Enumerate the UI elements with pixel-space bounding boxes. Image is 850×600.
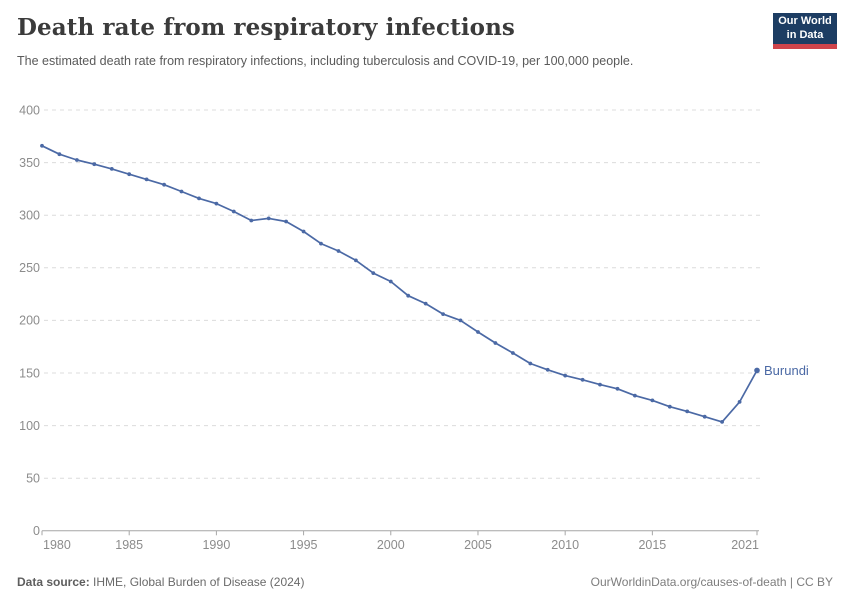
data-point — [354, 258, 358, 263]
data-point — [197, 196, 201, 201]
data-point — [40, 143, 44, 148]
x-tick-label: 1980 — [43, 538, 71, 552]
x-tick-label: 2005 — [464, 538, 492, 552]
data-point — [179, 189, 184, 194]
chart-footer: Data source: IHME, Global Burden of Dise… — [17, 575, 833, 589]
data-source-label: Data source: — [17, 575, 90, 589]
data-point — [511, 351, 515, 355]
data-point — [231, 209, 236, 214]
x-tick-label: 2015 — [638, 538, 666, 552]
y-tick-label: 50 — [26, 472, 40, 486]
data-point — [528, 361, 533, 366]
data-point — [754, 367, 760, 374]
y-tick-label: 200 — [19, 314, 40, 328]
y-tick-label: 300 — [19, 209, 40, 223]
data-point — [598, 382, 602, 387]
data-point — [685, 409, 690, 414]
data-source-text: IHME, Global Burden of Disease (2024) — [89, 575, 305, 589]
data-point — [249, 218, 254, 223]
data-point — [388, 279, 393, 284]
y-tick-label: 0 — [33, 524, 40, 538]
x-tick-label: 2021 — [731, 538, 759, 552]
data-point — [162, 182, 167, 187]
data-point — [667, 404, 672, 409]
x-tick-label: 2000 — [377, 538, 405, 552]
x-tick-label: 2010 — [551, 538, 579, 552]
page-title: Death rate from respiratory infections — [17, 14, 515, 41]
data-point — [266, 216, 271, 221]
y-tick-label: 150 — [19, 366, 40, 380]
series-end-label: Burundi — [764, 363, 809, 378]
data-point — [476, 330, 480, 334]
data-point — [737, 400, 742, 404]
data-source: Data source: IHME, Global Burden of Dise… — [17, 575, 304, 589]
data-point — [580, 377, 585, 382]
y-tick-label: 350 — [19, 156, 40, 170]
data-point — [319, 241, 323, 246]
data-point — [284, 219, 288, 224]
y-tick-label: 100 — [19, 419, 40, 433]
x-tick-label: 1990 — [202, 538, 230, 552]
data-point — [301, 229, 306, 234]
y-tick-label: 250 — [19, 261, 40, 275]
data-point — [423, 301, 428, 306]
data-point — [371, 271, 376, 275]
data-point — [720, 420, 724, 424]
data-point — [406, 293, 411, 298]
owid-logo-line1: Our World — [778, 15, 832, 28]
data-point — [75, 158, 79, 162]
data-point — [458, 318, 463, 323]
data-point — [493, 341, 498, 345]
data-point — [144, 177, 149, 182]
x-tick-label: 1995 — [290, 538, 318, 552]
data-point — [214, 201, 219, 206]
owid-logo-line2: in Data — [786, 28, 824, 41]
credit-link[interactable]: OurWorldinData.org/causes-of-death | CC … — [590, 575, 833, 589]
data-point — [563, 373, 568, 378]
data-point — [127, 172, 132, 177]
data-line — [41, 144, 758, 423]
chart-subtitle: The estimated death rate from respirator… — [17, 54, 634, 68]
data-point — [545, 367, 550, 372]
x-tick-label: 1985 — [115, 538, 143, 552]
y-tick-label: 400 — [19, 103, 40, 117]
data-point — [92, 162, 97, 167]
data-point — [615, 386, 620, 391]
data-point — [57, 152, 62, 157]
data-point — [702, 414, 707, 419]
data-point — [336, 249, 341, 253]
data-point — [109, 167, 114, 171]
data-point — [633, 393, 637, 398]
owid-logo: Our World in Data — [773, 13, 837, 49]
data-point — [441, 312, 445, 316]
data-point — [650, 398, 655, 403]
